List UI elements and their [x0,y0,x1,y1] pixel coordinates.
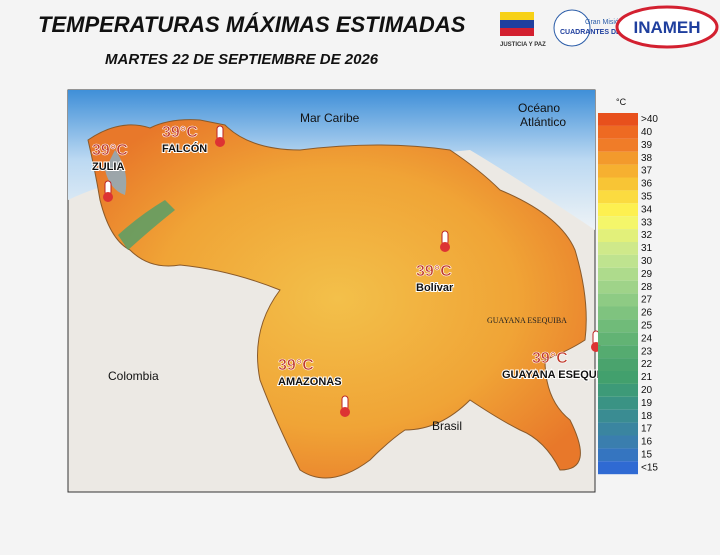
legend-swatch [598,332,638,346]
legend-label: 24 [641,333,653,344]
map-label: Mar Caribe [300,111,360,125]
legend-label: 31 [641,243,653,254]
legend-swatch [598,448,638,462]
subtitle: MARTES 22 DE SEPTIEMBRE DE 2026 [105,51,379,68]
thermometer-bulb [340,407,350,417]
map-label: Océano [518,101,560,115]
andes-cool [118,200,175,250]
legend-swatch [598,164,638,178]
callout-temp: 39°C [92,142,128,159]
callout-region: AMAZONAS [278,376,342,388]
legend-swatch [598,151,638,165]
legend-label: 20 [641,385,653,396]
thermometer-bulb [215,137,225,147]
thermometer-bulb [103,192,113,202]
legend-swatch [598,113,638,126]
callout-temp: 39°C [416,263,452,280]
logo-text: INAMEH [633,18,700,37]
legend-label: 19 [641,398,653,409]
legend-swatch [598,203,638,217]
legend-label: <15 [641,462,658,473]
legend-label: 28 [641,282,653,293]
logo-text: CUADRANTES DE PAZ [560,29,637,36]
legend-swatch [598,306,638,320]
legend-label: 23 [641,346,653,357]
logo-text: Gran Misión [585,19,623,26]
legend-label: 34 [641,204,653,215]
map-label: GUAYANA ESEQUIBA [487,316,567,325]
legend-swatch [598,319,638,333]
callout-temp: 39°C [278,357,314,374]
logos: JUSTICIA Y PAZ Gran Misión CUADRANTES DE… [500,5,719,49]
title: TEMPERATURAS MÁXIMAS ESTIMADAS [38,12,466,37]
legend-label: 30 [641,256,653,267]
legend-label: 15 [641,449,653,460]
legend-swatch [598,125,638,139]
legend-label: 36 [641,179,653,190]
legend-label: >40 [641,114,658,125]
legend-swatch [598,293,638,307]
legend-swatch [598,345,638,359]
legend-swatch [598,190,638,204]
legend-swatch [598,358,638,371]
callout-temp: 39°C [532,350,568,367]
legend-swatch [598,383,638,397]
legend-label: 37 [641,166,653,177]
legend-label: 21 [641,372,653,383]
legend-swatch [598,216,638,230]
map-label: Atlántico [520,115,566,129]
callout-region: ZULIA [92,161,124,173]
map-label: Colombia [108,369,159,383]
legend-swatch [598,177,638,191]
legend-label: 39 [641,140,653,151]
legend-label: 40 [641,127,653,138]
legend-swatch [598,409,638,423]
legend-swatch [598,435,638,449]
legend-label: 25 [641,320,653,331]
legend-label: 22 [641,359,653,370]
lago-maracaibo [105,150,127,195]
legend-label: 29 [641,269,653,280]
legend-label: 17 [641,424,653,435]
map-label: Brasil [432,419,462,433]
legend-label: 18 [641,411,653,422]
legend-label: 26 [641,308,653,319]
legend-swatch [598,254,638,268]
legend-label: 27 [641,295,653,306]
legend-unit: °C [616,97,627,107]
legend-swatch [598,280,638,294]
legend-label: 32 [641,230,653,241]
legend-label: 33 [641,217,653,228]
callout-temp: 39°C [162,124,198,141]
legend-swatch [598,396,638,410]
legend-swatch [598,242,638,255]
legend-label: 38 [641,153,653,164]
thermometer-bulb [440,242,450,252]
callout-region: FALCÓN [162,142,207,155]
callout-region: GUAYANA ESEQUIBA. [502,369,619,381]
legend-label: 35 [641,191,653,202]
legend-swatch [598,461,638,475]
legend-label: 16 [641,437,653,448]
venezuela-land [87,119,587,479]
legend-swatch [598,371,638,384]
callout-region: Bolívar [416,282,454,294]
logo-text: JUSTICIA Y PAZ [500,42,546,48]
legend-swatch [598,267,638,281]
legend-swatch [598,229,638,242]
legend-swatch [598,138,638,152]
legend-swatch [598,422,638,436]
